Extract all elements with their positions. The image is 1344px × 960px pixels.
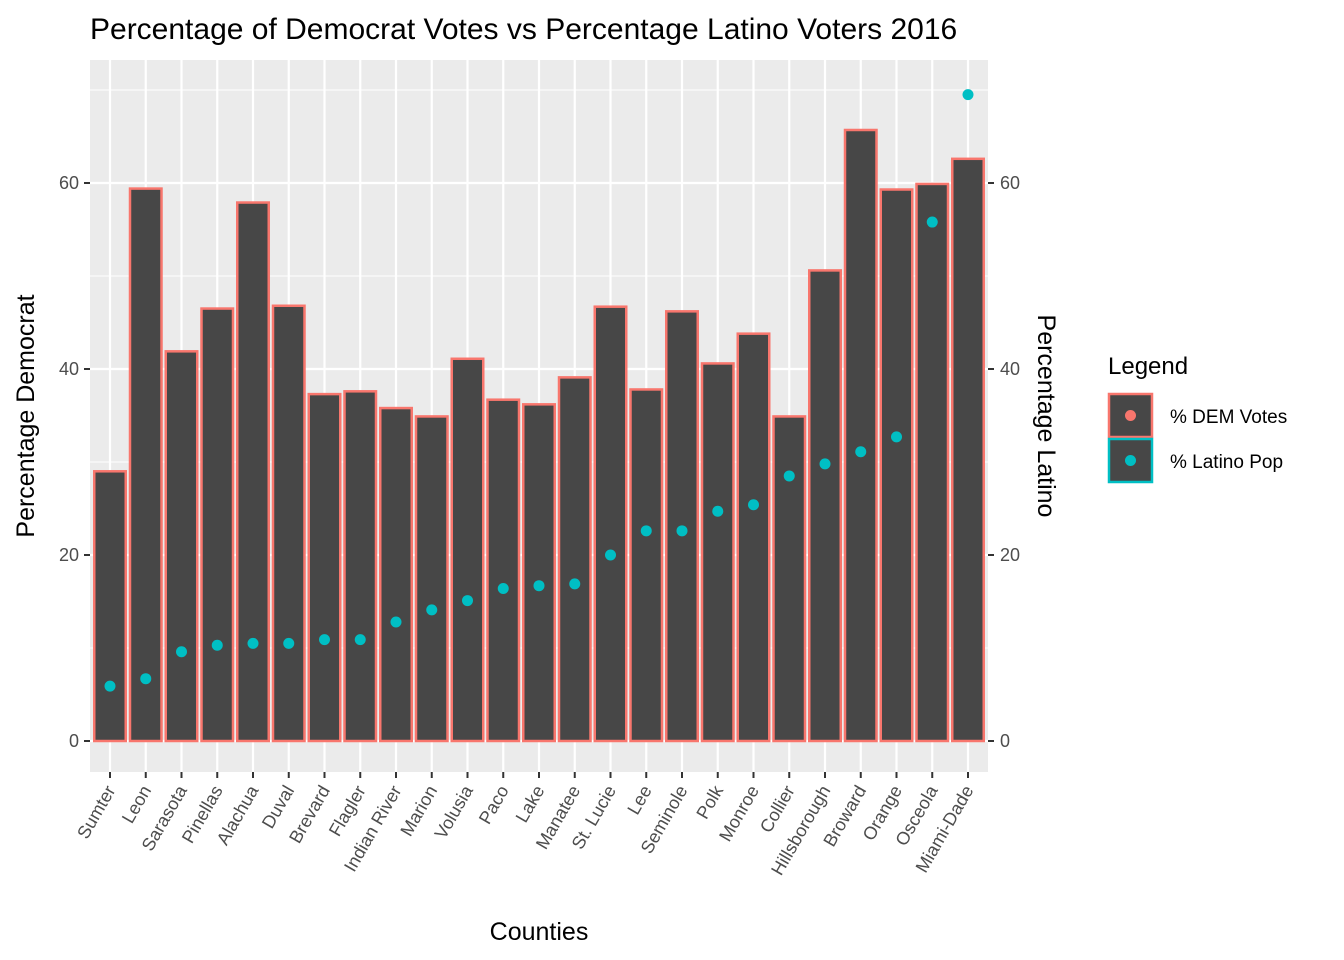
y-tick-label: 60 — [59, 173, 79, 193]
bar — [200, 307, 235, 743]
bar — [379, 406, 413, 743]
bar — [843, 128, 878, 743]
legend-title: Legend — [1108, 353, 1188, 380]
bar — [593, 305, 628, 743]
y-axis-left: 0 20 40 60 — [59, 173, 90, 751]
data-point — [247, 637, 259, 649]
bar — [128, 187, 163, 743]
bar — [736, 332, 771, 743]
chart-title: Percentage of Democrat Votes vs Percenta… — [90, 13, 957, 46]
y-axis-right: 0 20 40 60 — [988, 173, 1020, 751]
x-tick-label: Paco — [475, 782, 513, 828]
data-point — [140, 673, 152, 685]
x-tick-label: Polk — [692, 781, 727, 822]
bar — [307, 392, 342, 743]
legend-label: % Latino Pop — [1170, 452, 1283, 473]
data-point — [962, 89, 974, 101]
data-point — [390, 616, 402, 628]
data-point — [605, 549, 616, 561]
bar — [414, 415, 449, 743]
legend: Legend % DEM Votes % Latino Pop — [1107, 353, 1287, 484]
bar — [915, 182, 950, 743]
bar — [93, 470, 127, 743]
bar — [557, 376, 592, 743]
bar — [343, 390, 378, 743]
bar — [486, 398, 521, 743]
bar — [164, 350, 199, 743]
data-point — [855, 446, 867, 458]
x-tick-label: Lee — [623, 782, 655, 818]
y2-tick-label: 40 — [1000, 359, 1020, 379]
data-point — [533, 580, 545, 592]
y-axis-title: Percentage Democrat — [12, 294, 40, 537]
data-point — [640, 525, 652, 537]
data-point — [354, 634, 366, 646]
y-tick-label: 20 — [59, 545, 79, 565]
x-tick-label: Lake — [512, 782, 549, 826]
bar — [879, 188, 914, 743]
bar — [951, 157, 985, 743]
data-point — [104, 680, 116, 692]
point-layer — [104, 89, 974, 692]
bar — [665, 310, 699, 743]
y2-tick-label: 20 — [1000, 545, 1020, 565]
legend-key-point — [1125, 410, 1136, 421]
legend-label: % DEM Votes — [1170, 407, 1287, 428]
y-tick-label: 40 — [59, 359, 79, 379]
bar — [450, 357, 485, 743]
x-axis-title: Counties — [490, 918, 589, 946]
data-point — [676, 525, 688, 537]
bar — [236, 201, 270, 743]
data-point — [211, 639, 223, 651]
legend-items: % DEM Votes % Latino Pop — [1107, 392, 1287, 484]
y2-tick-label: 0 — [1000, 731, 1010, 751]
x-axis: SumterLeonSarasotaPinellasAlachuaDuvalBr… — [73, 772, 977, 879]
data-point — [283, 637, 295, 649]
data-point — [569, 578, 581, 590]
bar — [700, 362, 735, 743]
bar — [522, 403, 556, 743]
data-point — [783, 470, 795, 482]
data-point — [712, 505, 724, 517]
y-tick-label: 0 — [69, 731, 79, 751]
data-point — [926, 216, 938, 228]
x-tick-label: Sumter — [73, 782, 119, 842]
y2-axis-title: Percentage Latino — [1032, 315, 1060, 518]
data-point — [748, 499, 759, 511]
legend-key-point — [1125, 455, 1136, 466]
data-point — [462, 595, 473, 607]
bar — [629, 388, 664, 743]
bar — [808, 269, 842, 743]
data-point — [176, 646, 187, 658]
bar — [271, 304, 306, 743]
data-point — [891, 431, 902, 443]
data-point — [426, 604, 438, 616]
data-point — [819, 458, 831, 470]
bar — [772, 415, 807, 743]
x-tick-label: Leon — [118, 782, 155, 827]
data-point — [497, 582, 509, 594]
data-point — [319, 634, 330, 646]
y2-tick-label: 60 — [1000, 173, 1020, 193]
